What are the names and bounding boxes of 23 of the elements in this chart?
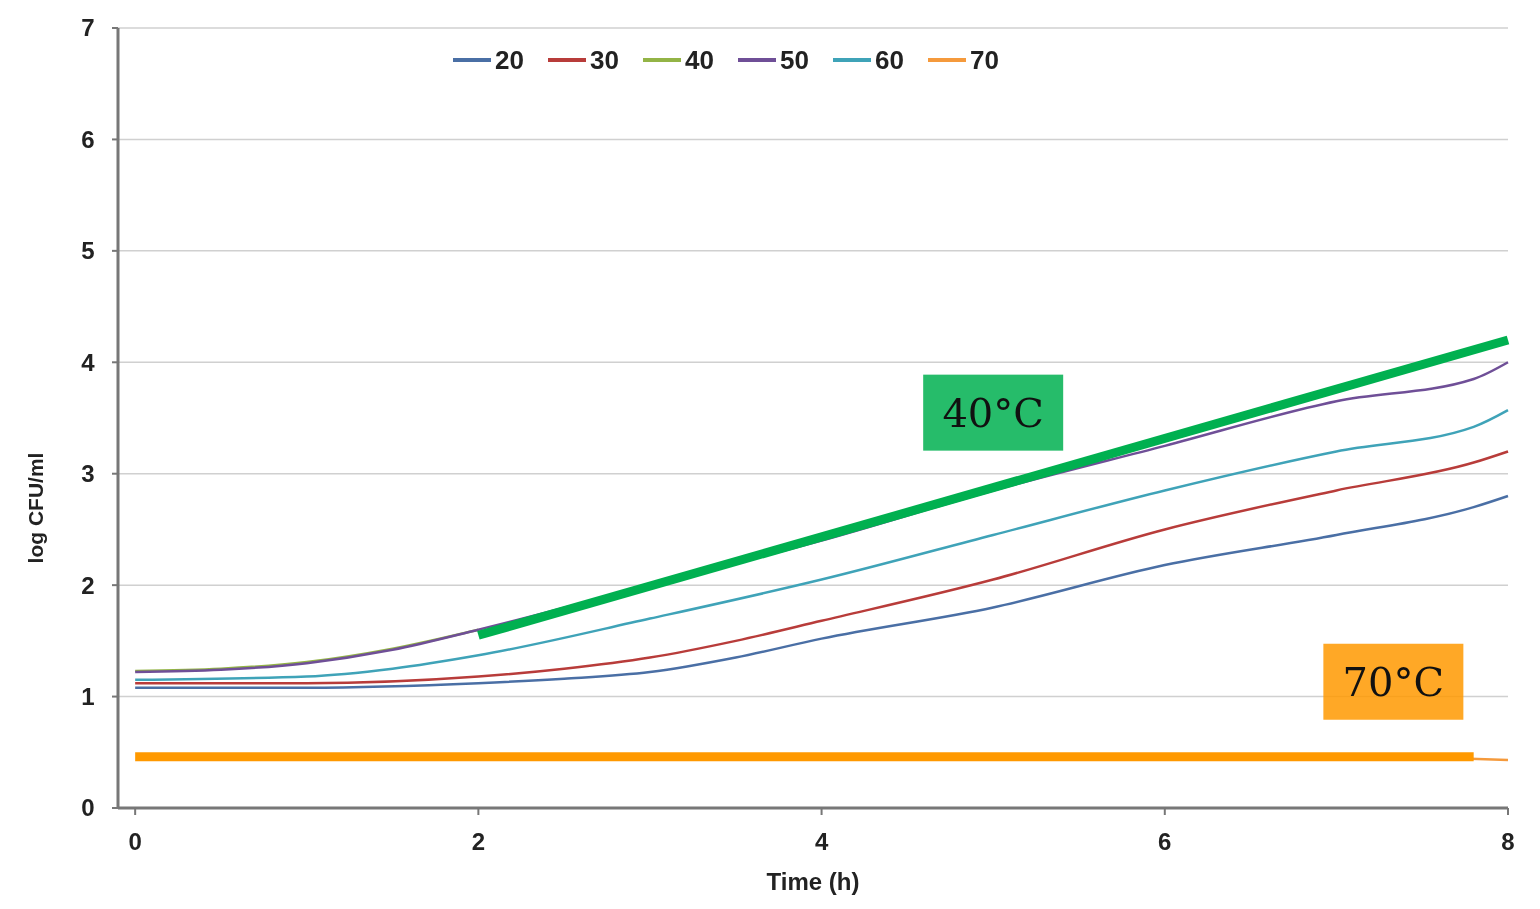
legend-label: 20: [495, 45, 524, 76]
legend-label: 30: [590, 45, 619, 76]
y-axis-title: log CFU/ml: [24, 452, 47, 564]
x-tick-label: 0: [128, 828, 142, 855]
legend-label: 40: [685, 45, 714, 76]
legend-label: 60: [875, 45, 904, 76]
annotation: 70°C: [1342, 658, 1445, 705]
x-axis-title: Time (h): [766, 868, 860, 895]
x-tick-label: 6: [1158, 828, 1172, 855]
y-tick-label: 6: [81, 125, 95, 153]
y-tick-label: 7: [81, 14, 95, 42]
annotation: 40°C: [942, 389, 1044, 436]
y-tick-label: 3: [81, 460, 95, 488]
x-tick-label: 4: [814, 828, 829, 855]
x-tick-label: 2: [471, 828, 486, 855]
y-tick-label: 0: [81, 794, 95, 822]
y-tick-label: 2: [81, 571, 95, 599]
legend-label: 50: [780, 45, 809, 76]
y-tick-label: 1: [81, 682, 95, 710]
y-tick-label: 5: [81, 237, 95, 265]
x-tick-label: 8: [1501, 828, 1515, 855]
y-tick-label: 4: [81, 348, 96, 376]
legend-label: 70: [970, 45, 999, 76]
